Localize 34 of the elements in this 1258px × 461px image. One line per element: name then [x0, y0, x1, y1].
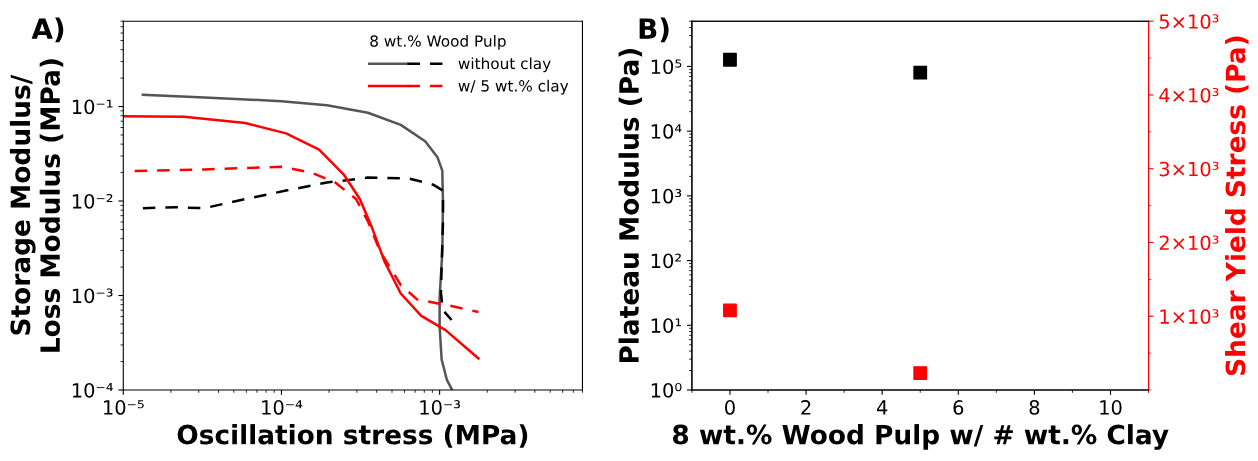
- x-tick-label: 10⁻⁵: [104, 400, 144, 415]
- chart-title: A): [31, 17, 64, 43]
- y-tick-label: 10⁴: [651, 124, 682, 139]
- y-tick-label: 10⁻¹: [72, 99, 113, 115]
- legend-label: without clay: [458, 57, 551, 73]
- y-axis-title: Plateau Modulus (Pa): [618, 48, 643, 363]
- y-tick-label: 10⁰: [651, 382, 682, 398]
- y2-tick-label: 1×10³: [1160, 309, 1219, 324]
- y-tick-label: 10³: [651, 188, 682, 204]
- y-axis-title: Storage Modulus/ Loss Modulus (MPa): [9, 59, 64, 352]
- chart-title: B): [639, 17, 669, 43]
- x-tick-label: 2: [801, 400, 811, 415]
- x-tick-label: 10⁻³: [420, 400, 461, 415]
- x-tick-label: 10: [1100, 400, 1122, 415]
- y2-tick-label: 3×10³: [1159, 161, 1219, 177]
- y-tick-label: 10⁻⁴: [72, 382, 113, 398]
- x-axis-title: 8 wt.% Wood Pulp w/ # wt.% Clay: [673, 424, 1169, 450]
- x-tick-label: 6: [953, 400, 964, 415]
- y2-axis-title: Shear Yield Stress (Pa): [1225, 36, 1249, 375]
- x-tick-label: 0: [725, 400, 735, 415]
- y-tick-label: 10¹: [651, 318, 682, 333]
- legend-label: w/ 5 wt.% clay: [458, 79, 569, 95]
- x-axis-title: Oscillation stress (MPa): [177, 424, 528, 448]
- y2-tick-label: 4×10³: [1159, 87, 1219, 103]
- y-tick-label: 10⁻³: [72, 288, 113, 304]
- legend-title: 8 wt.% Wood Pulp: [370, 34, 506, 50]
- y-tick-label: 10⁻²: [72, 193, 113, 209]
- y-tick-label: 10⁵: [651, 59, 682, 75]
- y2-tick-label: 5×10³: [1159, 14, 1219, 29]
- x-tick-label: 8: [1029, 400, 1040, 415]
- y2-tick-label: 2×10³: [1159, 235, 1219, 251]
- y-tick-label: 10²: [651, 253, 681, 269]
- x-tick-label: 10⁻⁴: [262, 400, 303, 415]
- x-tick-label: 4: [876, 400, 888, 415]
